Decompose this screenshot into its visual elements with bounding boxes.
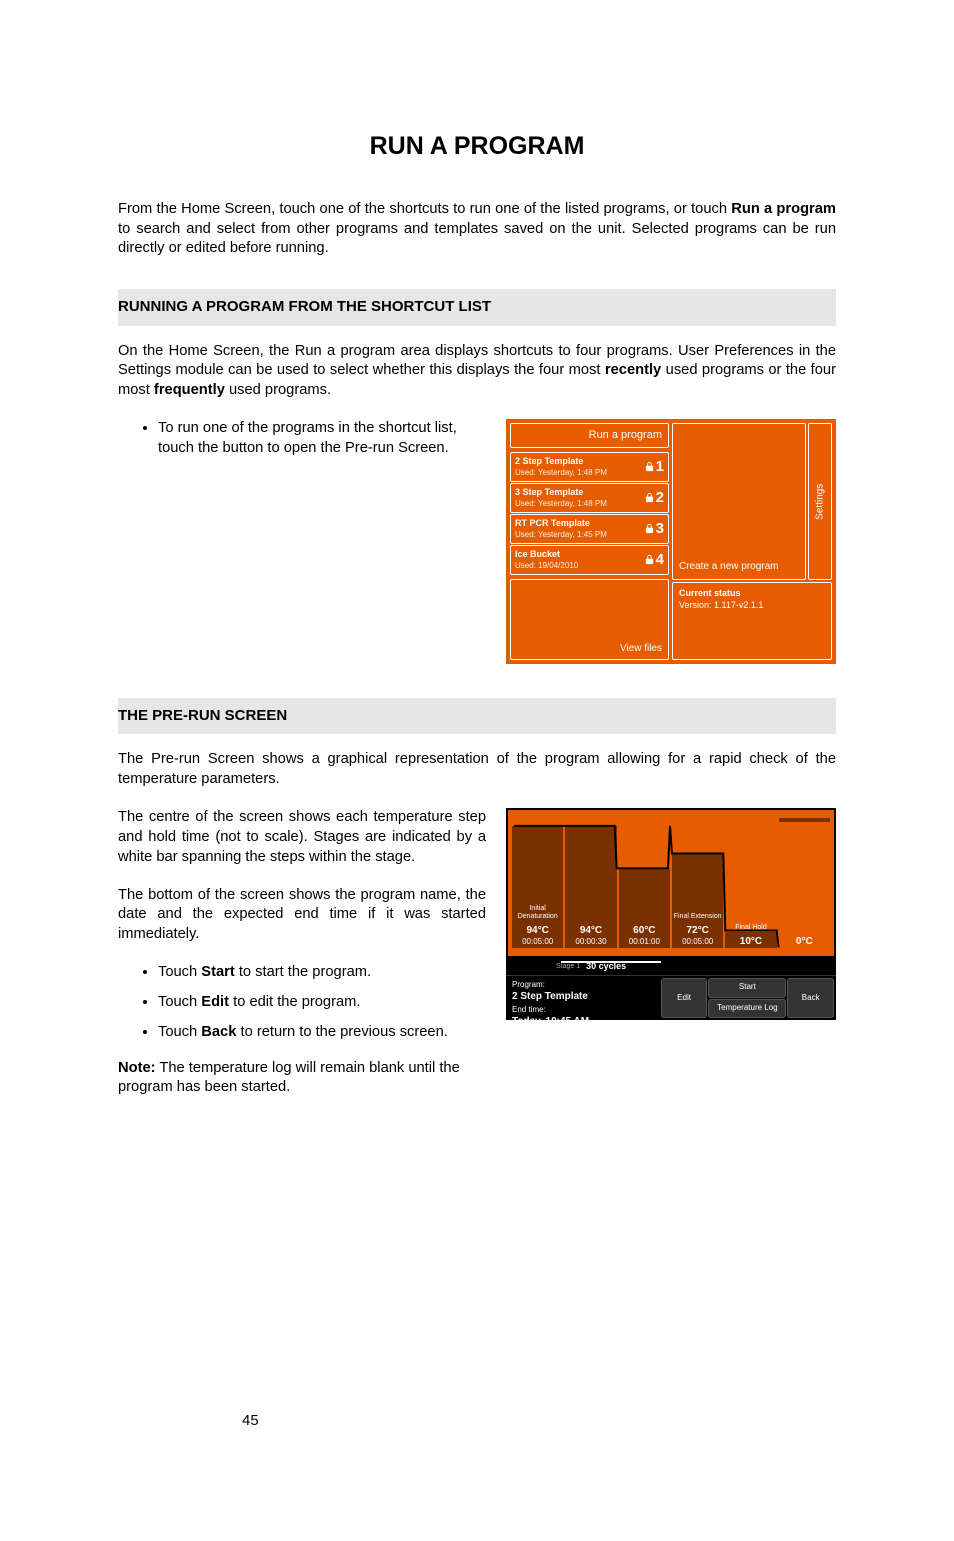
temp-step: Initial Denaturation94°C00:05:00: [512, 814, 563, 952]
shortcut-name: 2 Step Template: [515, 455, 607, 467]
settings-button[interactable]: Settings: [808, 423, 832, 580]
lock-icon: 1: [644, 457, 664, 477]
section1-bullet: To run one of the programs in the shortc…: [158, 419, 486, 459]
section1-header: RUNNING A PROGRAM FROM THE SHORTCUT LIST: [118, 289, 836, 325]
start-button[interactable]: Start: [708, 978, 786, 998]
section2-bullet: Touch Back to return to the previous scr…: [158, 1023, 486, 1043]
edit-button[interactable]: Edit: [661, 978, 708, 1018]
back-button[interactable]: Back: [787, 978, 834, 1018]
home-screen: Run a program 2 Step TemplateUsed: Yeste…: [506, 419, 836, 664]
temperature-log-button[interactable]: Temperature Log: [708, 999, 786, 1019]
shortcut-name: 3 Step Template: [515, 486, 607, 498]
section2-para3: The bottom of the screen shows the progr…: [118, 886, 486, 946]
program-info: Program: 2 Step Template End time: Today…: [506, 976, 659, 1020]
create-program-button[interactable]: Create a new program: [672, 423, 806, 580]
shortcut-used: Used: Yesterday, 1:45 PM: [515, 530, 607, 541]
temp-step: 60°C00:01:00: [619, 814, 670, 952]
shortcut-used: Used: Yesterday, 1:48 PM: [515, 499, 607, 510]
temp-step: Final Extension72°C00:05:00: [672, 814, 723, 952]
shortcut-item[interactable]: RT PCR TemplateUsed: Yesterday, 1:45 PM 3: [510, 514, 669, 544]
lock-icon: 4: [644, 550, 664, 570]
section2-note: Note: The temperature log will remain bl…: [118, 1059, 486, 1099]
section2-header: THE PRE-RUN SCREEN: [118, 698, 836, 734]
view-files-button[interactable]: View files: [510, 579, 669, 660]
section1-para: On the Home Screen, the Run a program ar…: [118, 342, 836, 402]
shortcut-item[interactable]: 2 Step TemplateUsed: Yesterday, 1:48 PM 1: [510, 452, 669, 482]
temp-step: 0°C: [779, 814, 830, 952]
shortcut-used: Used: Yesterday, 1:48 PM: [515, 468, 607, 479]
temp-step: Final Hold10°C: [725, 814, 776, 952]
intro-paragraph: From the Home Screen, touch one of the s…: [118, 200, 836, 260]
page-number: 45: [242, 1411, 259, 1431]
section2-bullet: Touch Start to start the program.: [158, 963, 486, 983]
prerun-screen: Initial Denaturation94°C00:05:0094°C00:0…: [506, 808, 836, 1020]
shortcut-item[interactable]: 3 Step TemplateUsed: Yesterday, 1:48 PM 2: [510, 483, 669, 513]
shortcut-name: Ice Bucket: [515, 548, 578, 560]
section2-bullet: Touch Edit to edit the program.: [158, 993, 486, 1013]
shortcut-used: Used: 19/04/2010: [515, 561, 578, 572]
run-a-program-title: Run a program: [510, 423, 669, 448]
lock-icon: 3: [644, 519, 664, 539]
section2-para1: The Pre-run Screen shows a graphical rep…: [118, 750, 836, 790]
temp-step: 94°C00:00:30: [565, 814, 616, 952]
status-panel: Current status Version: 1.117-v2.1.1: [672, 582, 832, 660]
stage-label: Stage 1: [556, 962, 580, 971]
shortcut-item[interactable]: Ice BucketUsed: 19/04/2010 4: [510, 545, 669, 575]
page-title: RUN A PROGRAM: [118, 130, 836, 164]
shortcut-name: RT PCR Template: [515, 517, 607, 529]
lock-icon: 2: [644, 488, 664, 508]
section2-para2: The centre of the screen shows each temp…: [118, 808, 486, 868]
